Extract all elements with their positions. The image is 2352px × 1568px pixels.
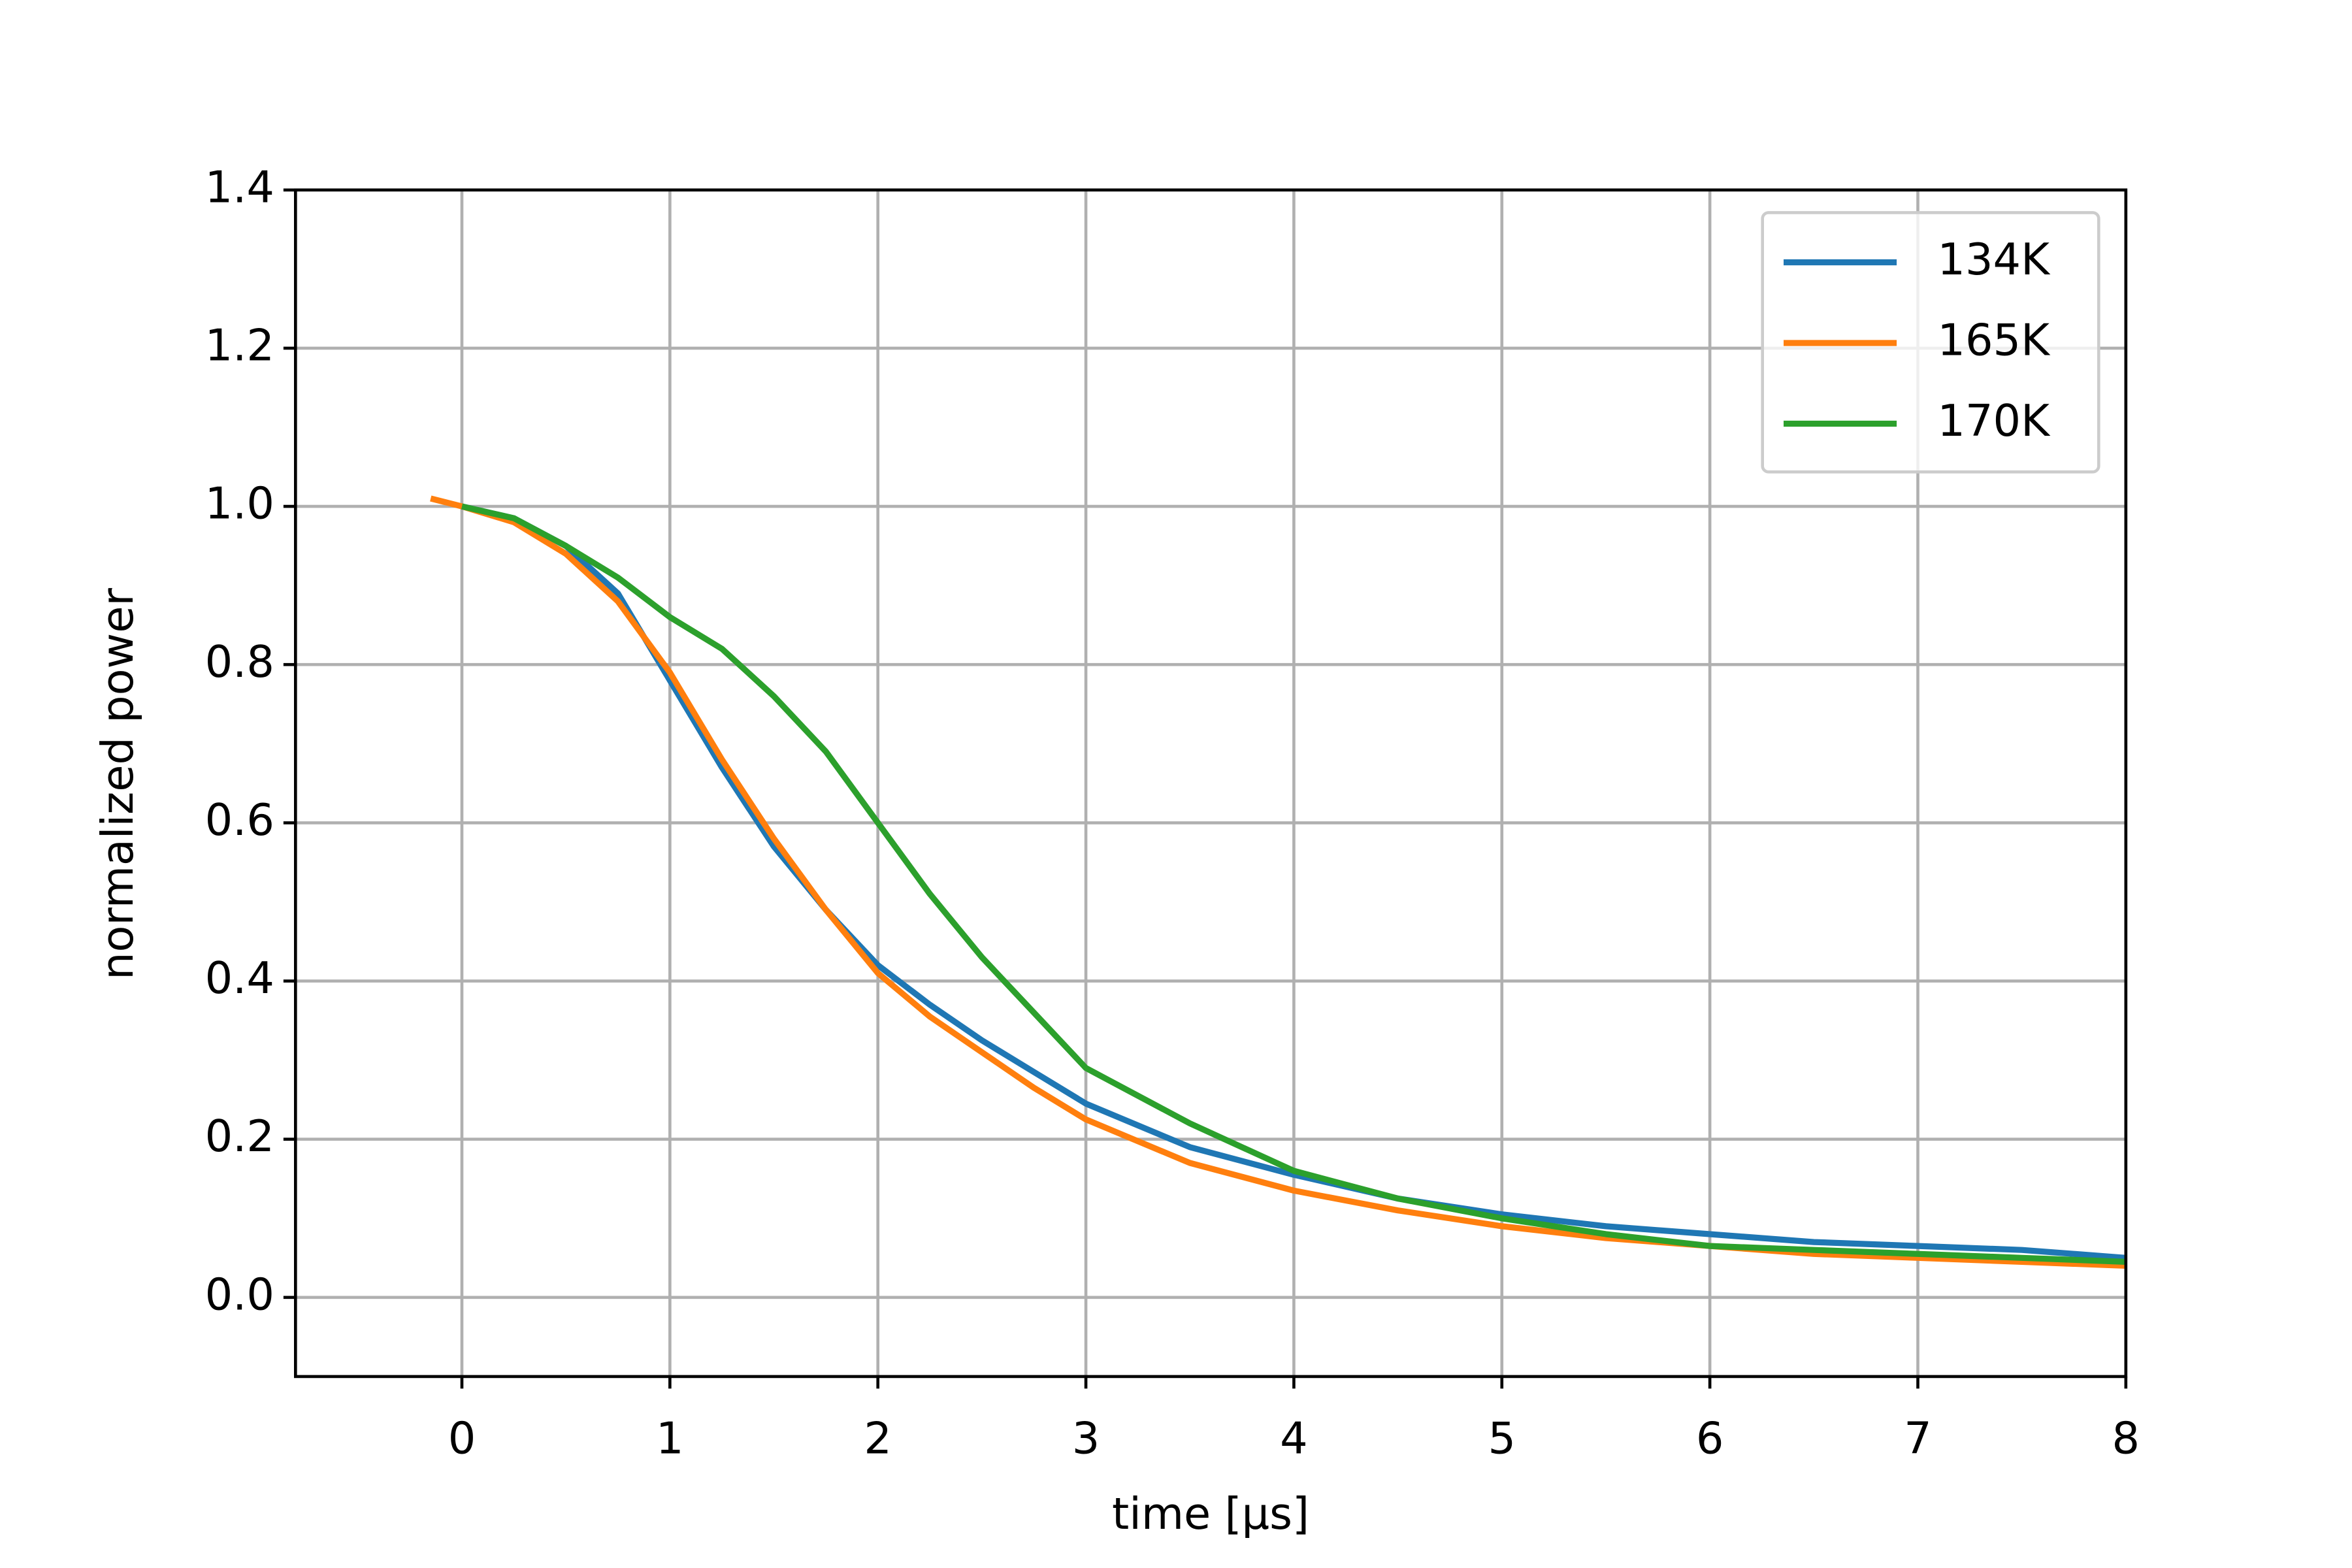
x-axis-label: time [μs]	[1112, 1488, 1309, 1539]
y-tick-label: 1.2	[205, 319, 274, 370]
x-tick-label: 7	[1904, 1413, 1932, 1464]
x-tick-label: 1	[656, 1413, 684, 1464]
legend: 134K 165K 170K	[1761, 211, 2100, 474]
y-tick-label: 0.0	[205, 1269, 274, 1320]
x-tick-label: 5	[1488, 1413, 1516, 1464]
x-tick-label: 8	[2112, 1413, 2140, 1464]
y-tick-label: 0.8	[205, 636, 274, 687]
legend-label: 170K	[1937, 395, 2051, 446]
y-tick-label: 0.4	[205, 953, 274, 1004]
legend-label: 134K	[1937, 234, 2051, 285]
legend-box	[1761, 211, 2100, 474]
x-tick-label: 2	[864, 1413, 892, 1464]
x-tick-label: 4	[1280, 1413, 1308, 1464]
y-axis-label: normalized power	[92, 588, 143, 980]
y-tick-label: 0.2	[205, 1111, 274, 1162]
plot-frame	[293, 188, 2128, 1379]
legend-label: 165K	[1937, 315, 2051, 366]
y-tick-label: 1.0	[205, 478, 274, 529]
y-tick-label: 0.6	[205, 794, 274, 845]
x-tick-label: 6	[1696, 1413, 1724, 1464]
series-line	[430, 495, 2127, 1269]
series-line	[461, 503, 2127, 1265]
x-tick-label: 0	[448, 1413, 476, 1464]
x-tick-label: 3	[1072, 1413, 1100, 1464]
y-tick-label: 1.4	[205, 161, 274, 212]
